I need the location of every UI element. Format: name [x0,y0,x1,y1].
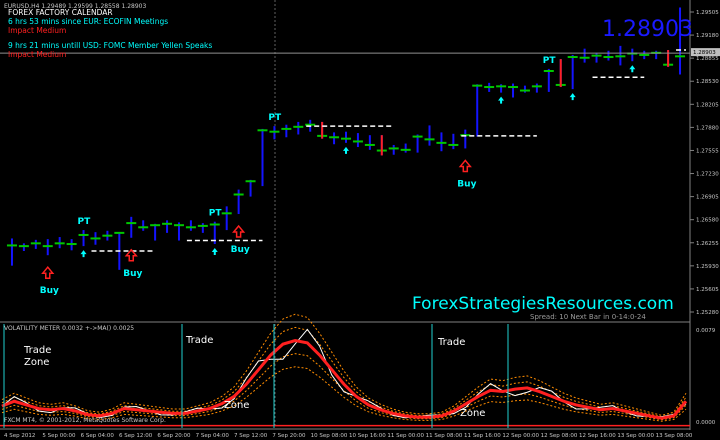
indicator-header: VOLATILITY METER 0.0032 +->MA() 0.0025 [4,325,134,332]
time-tick-label: 7 Sep 12:00 [234,433,268,439]
buy-arrow-icon [41,266,55,279]
price-tick-label: 1.26255 [696,241,719,247]
buy-label: Buy [457,179,476,189]
small-up-arrow-icon [569,93,576,101]
osc-lower-band-inner [1,353,687,421]
small-up-arrow-icon [80,250,87,258]
axes: 1.29505 1.29180 1.28855 1.28530 1.28205 1.278… [4,10,720,439]
calendar-title: FOREX FACTORY CALENDAR [8,8,113,17]
buy-arrow-icon [124,248,138,262]
zone-label-2: Zone [460,408,485,419]
trade-label-2: Trade [437,337,465,348]
buy-arrow-icon [232,224,246,238]
small-up-arrow-icon [211,248,218,256]
price-tick-label: 1.25605 [696,287,719,293]
buy-label: Buy [231,245,250,255]
small-up-arrow-icon [343,146,349,154]
watermark: ForexStrategiesResources.com [412,294,674,314]
price-tick-label: 1.28855 [696,56,719,62]
small-up-arrow-icon [498,96,505,104]
time-tick-label: 12 Sep 08:00 [541,433,578,439]
price-tick-label: 1.25930 [696,264,719,270]
time-tick-label: 11 Sep 00:00 [387,433,424,439]
price-bars [6,7,686,270]
time-tick-label: 5 Sep 00:00 [42,433,76,439]
time-tick-label: 6 Sep 12:00 [119,433,153,439]
time-tick-label: 12 Sep 16:00 [579,433,616,439]
current-price-badge [691,48,720,57]
time-tick-label: 10 Sep 08:00 [311,433,348,439]
pt-label: PT [78,217,92,227]
time-tick-label: 13 Sep 08:00 [656,433,693,439]
trade-zone-label-2: Zone [24,357,49,368]
copyright: FXCM MT4, © 2001-2012, MetaQuotes Softwa… [4,417,166,424]
osc-upper-band-inner [1,326,687,418]
entry-levels [0,49,690,252]
event2-time: 9 hrs 21 mins untill USD: FOMC Member Ye… [8,41,212,50]
indicator-tick-label: 0.0079 [696,328,716,334]
pt-label: PT [268,113,282,123]
osc-lower-band [1,366,687,422]
price-tick-label: 1.28205 [696,102,719,108]
time-tick-label: 6 Sep 20:00 [157,433,191,439]
event1-impact: Impact Medium [8,26,66,35]
symbol-line: EURUSD,H4 1.29489 1.29599 1.28558 1.2890… [4,3,146,10]
price-tick-label: 1.26580 [696,218,719,224]
time-tick-label: 13 Sep 00:00 [617,433,654,439]
time-tick-label: 10 Sep 16:00 [349,433,386,439]
trade-label-1: Trade [185,335,213,346]
time-tick-label: 7 Sep 20:00 [272,433,306,439]
chart-grid [0,0,691,430]
price-tick-label: 1.25280 [696,310,719,316]
event1-time: 6 hrs 53 mins since EUR: ECOFIN Meetings [8,17,168,26]
pt-label: PT [209,209,223,219]
osc-main-line [1,338,688,420]
time-tick-label: 4 Sep 2012 [4,433,35,439]
price-tick-label: 1.27555 [696,148,719,154]
time-tick-label: 12 Sep 00:00 [502,433,539,439]
buy-label: Buy [40,286,59,296]
time-tick-label: 6 Sep 04:00 [81,433,115,439]
buy-label: Buy [123,269,142,279]
signal-markers: Buy Buy Buy Buy PT PT PT PT [40,56,636,296]
indicator-tick-label: 0.0000 [696,420,716,426]
price-tick-label: 1.29505 [696,10,719,16]
buy-arrow-icon [458,159,472,173]
price-tick-label: 1.29180 [696,33,719,39]
price-tick-label: 1.26905 [696,195,719,201]
event2-impact: Impact Medium [8,50,66,59]
big-price: 1.28903 [602,17,693,42]
time-tick-label: 11 Sep 16:00 [464,433,501,439]
spread-line: Spread: 10 Next Bar in 0-14:0-24 [530,313,646,321]
pt-label: PT [543,56,557,66]
current-price-label: 1.28903 [693,50,716,56]
price-tick-label: 1.27880 [696,125,719,131]
price-tick-label: 1.28530 [696,79,719,85]
price-tick-label: 1.27230 [696,172,719,178]
zone-label-1: Zone [224,400,249,411]
volatility-meter-pane [0,313,690,428]
trade-zone-label-1: Trade [23,345,51,356]
time-tick-label: 11 Sep 08:00 [426,433,463,439]
small-up-arrow-icon [629,65,636,73]
time-tick-label: 7 Sep 04:00 [196,433,230,439]
